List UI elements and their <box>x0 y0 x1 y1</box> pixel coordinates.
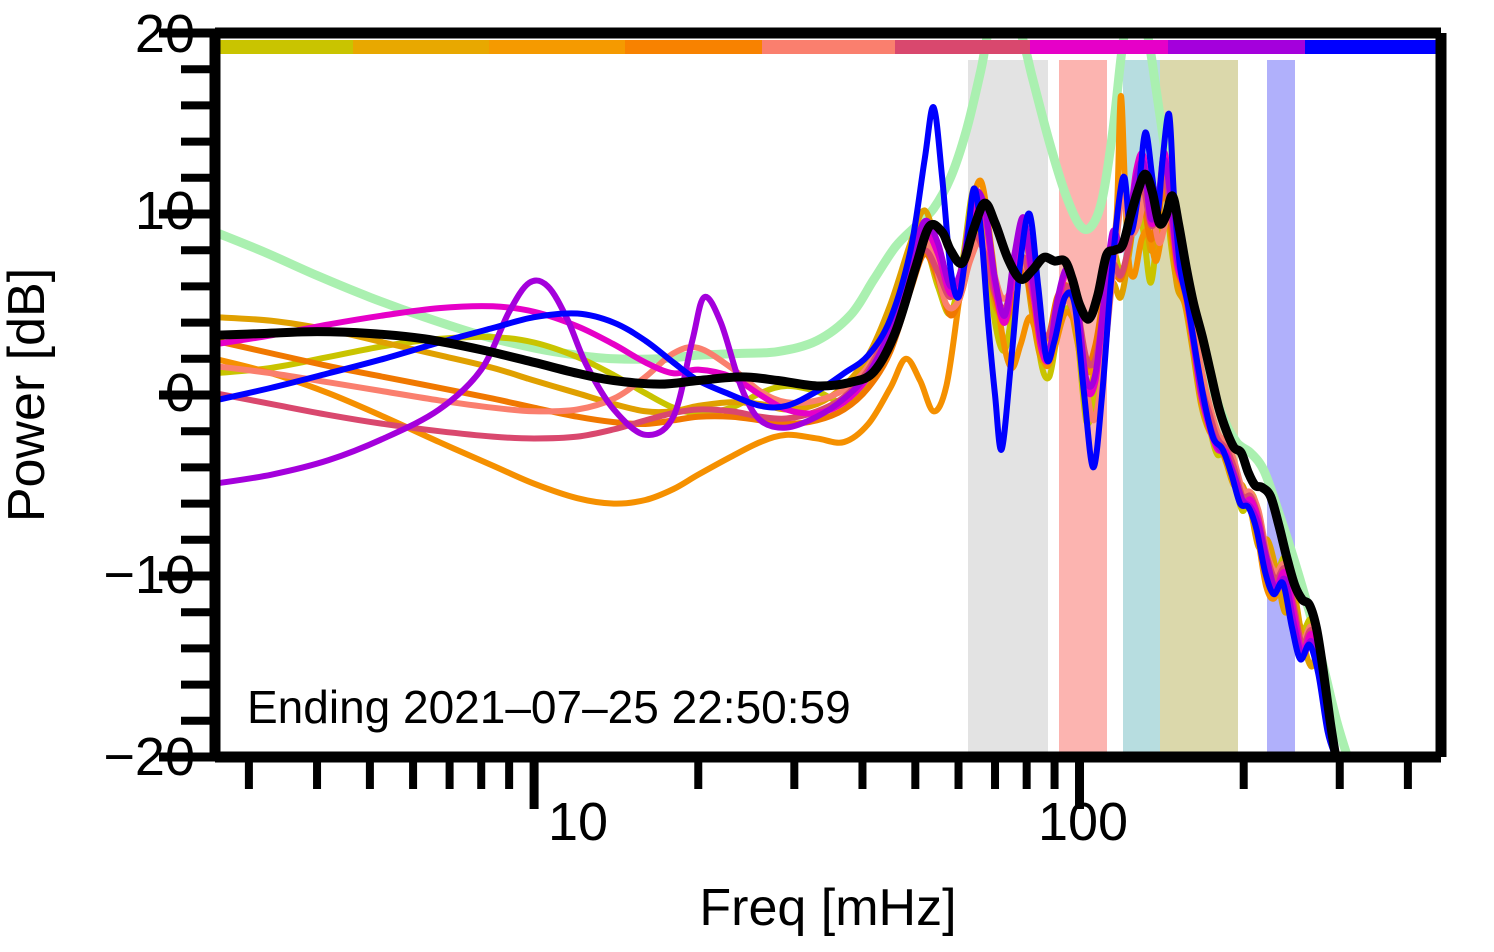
series-mean-spectrum <box>215 169 1341 757</box>
y-ticklabel-20: 20 <box>135 4 195 64</box>
y-ticklabel-minus10: −10 <box>103 545 195 605</box>
band-periwinkle <box>1267 60 1295 752</box>
colorbar-segment-5 <box>895 40 1030 54</box>
x-ticklabel-100: 100 <box>1038 792 1128 852</box>
x-axis-label: Freq [mHz] <box>699 879 956 937</box>
colorbar-segment-4 <box>762 40 895 54</box>
y-ticklabel-minus20: −20 <box>103 727 195 787</box>
colorbar-segment-8 <box>1305 40 1437 54</box>
colorbar-segment-1 <box>353 40 489 54</box>
colorbar-segment-7 <box>1168 40 1305 54</box>
ending-timestamp-annotation: Ending 2021‒07‒25 22:50:59 <box>247 681 851 733</box>
y-axis-ticks <box>159 28 215 762</box>
colorbar-segment-2 <box>489 40 625 54</box>
y-ticklabel-10: 10 <box>135 181 195 241</box>
series-spectrum-9-blue <box>215 104 1339 757</box>
colorbar-segment-6 <box>1030 40 1168 54</box>
spectra-curves <box>215 33 1353 757</box>
colorbar-segment-3 <box>625 40 762 54</box>
x-axis-ticks <box>244 757 1412 809</box>
x-ticklabel-10: 10 <box>548 792 608 852</box>
time-progression-colorbar <box>218 40 1437 54</box>
colorbar-segment-0 <box>218 40 353 54</box>
y-axis-label: Power [dB] <box>0 268 56 522</box>
plot-frame <box>209 27 1447 763</box>
y-ticklabel-0: 0 <box>165 363 195 423</box>
